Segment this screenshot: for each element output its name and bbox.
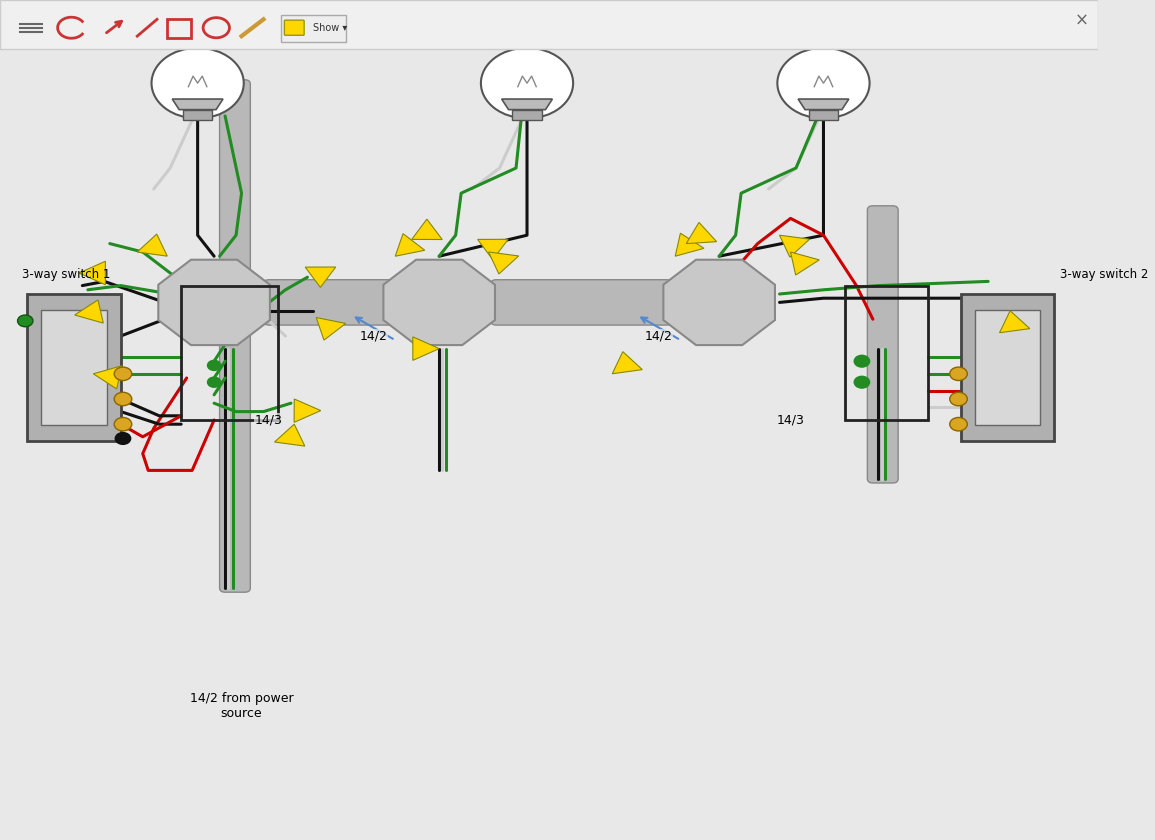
Circle shape	[777, 48, 870, 118]
FancyBboxPatch shape	[0, 0, 1098, 49]
FancyBboxPatch shape	[28, 294, 121, 441]
Text: 14/2: 14/2	[644, 329, 672, 343]
Circle shape	[116, 433, 131, 444]
Polygon shape	[808, 109, 839, 120]
Circle shape	[114, 392, 132, 406]
Text: 14/2: 14/2	[359, 329, 387, 343]
Polygon shape	[663, 260, 775, 345]
Polygon shape	[79, 261, 105, 285]
Circle shape	[114, 367, 132, 381]
FancyBboxPatch shape	[263, 280, 445, 325]
Polygon shape	[411, 219, 442, 239]
FancyBboxPatch shape	[491, 280, 672, 325]
Polygon shape	[316, 318, 345, 340]
Polygon shape	[798, 99, 849, 109]
Polygon shape	[275, 424, 305, 446]
Polygon shape	[478, 239, 508, 260]
Text: Show ▾: Show ▾	[313, 23, 348, 33]
Circle shape	[949, 417, 967, 431]
Polygon shape	[780, 235, 810, 257]
Polygon shape	[172, 99, 223, 109]
Polygon shape	[295, 399, 321, 423]
Polygon shape	[158, 260, 270, 345]
Text: 14/2 from power
source: 14/2 from power source	[189, 691, 293, 720]
Circle shape	[208, 377, 221, 387]
FancyBboxPatch shape	[975, 310, 1040, 425]
Polygon shape	[182, 109, 213, 120]
Circle shape	[949, 367, 967, 381]
Circle shape	[855, 376, 870, 388]
Circle shape	[949, 392, 967, 406]
Polygon shape	[513, 109, 542, 120]
Polygon shape	[790, 252, 819, 275]
FancyBboxPatch shape	[961, 294, 1055, 441]
Polygon shape	[75, 300, 103, 323]
Circle shape	[480, 48, 573, 118]
Polygon shape	[395, 234, 425, 256]
Polygon shape	[676, 234, 703, 256]
FancyBboxPatch shape	[281, 15, 345, 42]
Polygon shape	[999, 311, 1030, 333]
Polygon shape	[305, 267, 336, 287]
Circle shape	[855, 355, 870, 367]
Text: 14/3: 14/3	[776, 413, 805, 427]
FancyBboxPatch shape	[284, 20, 304, 35]
Polygon shape	[489, 252, 519, 274]
Polygon shape	[612, 352, 642, 374]
Circle shape	[208, 360, 221, 370]
Text: 3-way switch 2: 3-way switch 2	[1059, 269, 1148, 281]
Polygon shape	[383, 260, 495, 345]
FancyBboxPatch shape	[867, 206, 899, 483]
Circle shape	[17, 315, 33, 327]
Polygon shape	[501, 99, 552, 109]
Text: Light 1: Light 1	[176, 31, 219, 45]
Polygon shape	[94, 365, 122, 389]
Circle shape	[114, 417, 132, 431]
Text: 14/3: 14/3	[255, 413, 283, 427]
Polygon shape	[412, 337, 439, 360]
Polygon shape	[137, 234, 167, 256]
Text: Light 2: Light 2	[506, 31, 549, 45]
FancyBboxPatch shape	[42, 310, 106, 425]
Polygon shape	[686, 223, 716, 244]
Text: ×: ×	[1074, 12, 1088, 30]
FancyBboxPatch shape	[219, 80, 251, 592]
Text: 3-way switch 1: 3-way switch 1	[22, 269, 111, 281]
Text: Light 3: Light 3	[802, 31, 845, 45]
Circle shape	[151, 48, 244, 118]
